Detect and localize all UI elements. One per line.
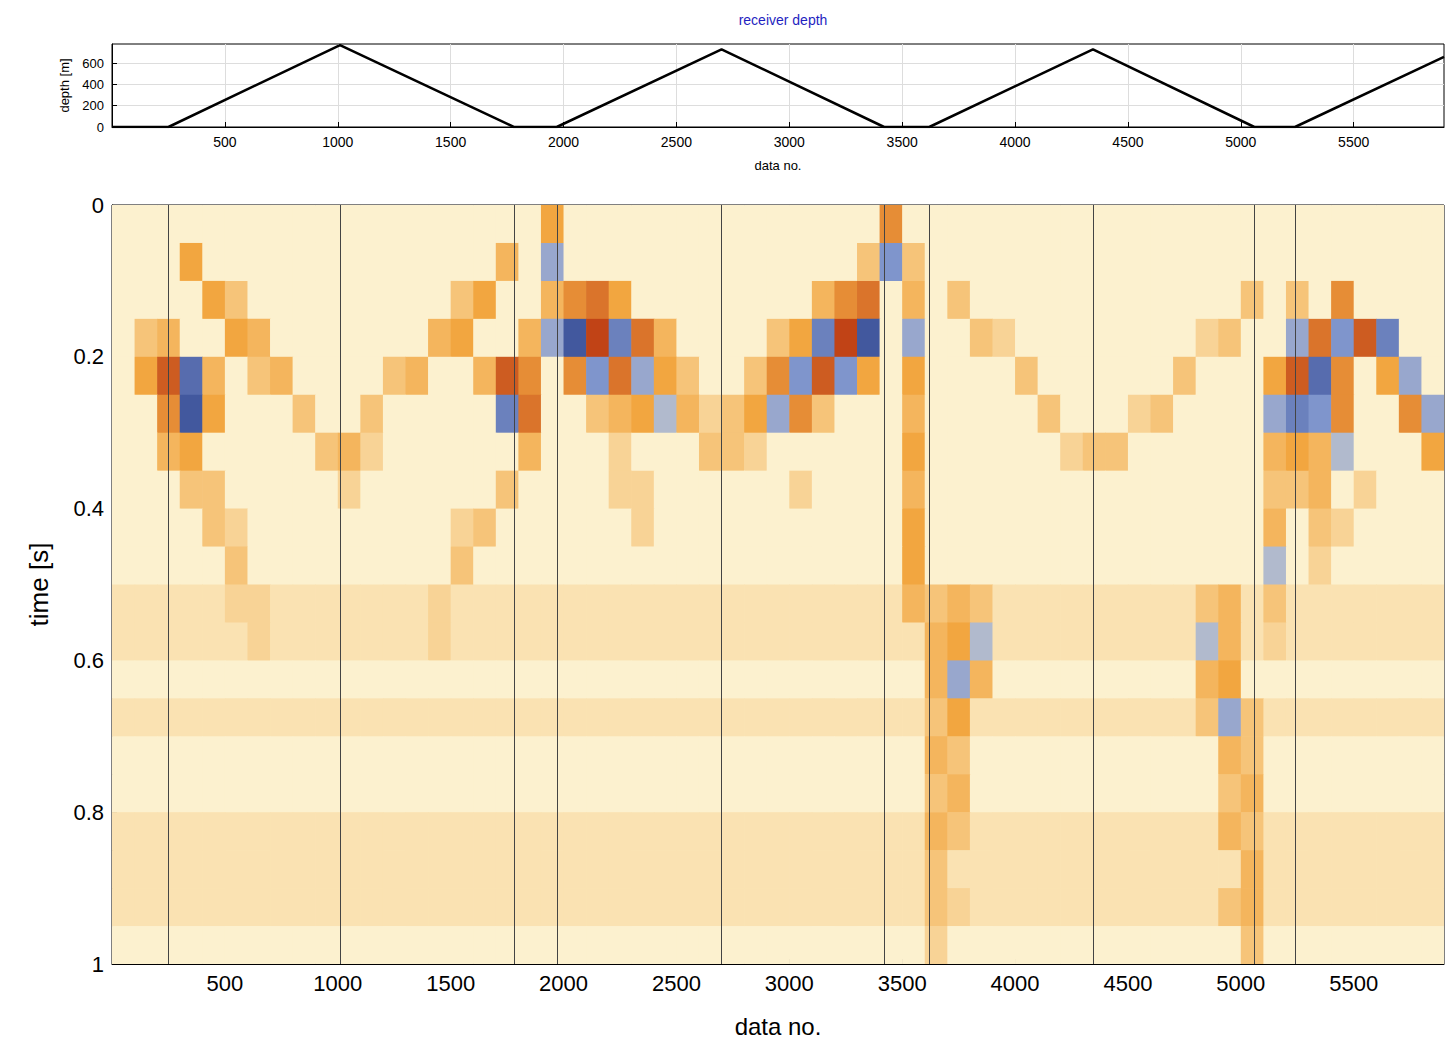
svg-text:200: 200 [82,98,104,113]
svg-text:3500: 3500 [878,971,927,996]
svg-text:4500: 4500 [1112,134,1143,150]
svg-text:2500: 2500 [661,134,692,150]
svg-text:3500: 3500 [887,134,918,150]
svg-text:data no.: data no. [735,1013,822,1040]
svg-text:5000: 5000 [1216,971,1265,996]
svg-text:400: 400 [82,77,104,92]
svg-text:0: 0 [97,120,104,135]
svg-text:4500: 4500 [1103,971,1152,996]
svg-text:1000: 1000 [322,134,353,150]
svg-text:0.4: 0.4 [73,496,104,521]
svg-text:data no.: data no. [755,158,802,173]
svg-text:0.2: 0.2 [73,344,104,369]
svg-text:1: 1 [92,952,104,977]
svg-text:2000: 2000 [539,971,588,996]
svg-text:0.8: 0.8 [73,800,104,825]
svg-text:receiver depth: receiver depth [739,12,828,28]
svg-text:600: 600 [82,56,104,71]
svg-text:depth [m]: depth [m] [57,58,72,112]
svg-text:4000: 4000 [991,971,1040,996]
svg-text:500: 500 [207,971,244,996]
svg-text:time [s]: time [s] [24,543,54,627]
svg-text:5500: 5500 [1329,971,1378,996]
svg-text:2000: 2000 [548,134,579,150]
svg-text:1500: 1500 [426,971,475,996]
svg-text:0: 0 [92,193,104,218]
svg-text:500: 500 [213,134,237,150]
svg-text:1000: 1000 [313,971,362,996]
svg-text:5500: 5500 [1338,134,1369,150]
svg-text:4000: 4000 [999,134,1030,150]
svg-text:3000: 3000 [765,971,814,996]
svg-text:1500: 1500 [435,134,466,150]
svg-text:0.6: 0.6 [73,648,104,673]
svg-text:2500: 2500 [652,971,701,996]
svg-text:5000: 5000 [1225,134,1256,150]
svg-text:3000: 3000 [774,134,805,150]
